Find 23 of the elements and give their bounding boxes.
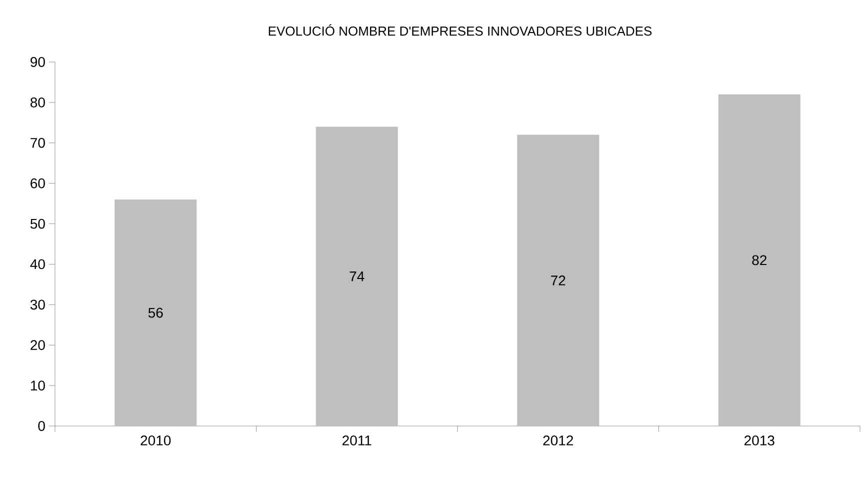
x-tick-label: 2012 — [543, 436, 573, 446]
bar — [114, 200, 197, 426]
data-label: 72 — [551, 276, 566, 286]
y-tick-label: 70 — [30, 138, 45, 148]
y-tick-label: 60 — [30, 178, 45, 188]
x-tick-label: 2013 — [744, 436, 774, 446]
y-tick-label: 10 — [30, 380, 45, 391]
y-tick-label: 0 — [38, 421, 45, 431]
y-tick-label: 80 — [30, 97, 45, 108]
y-tick-label: 30 — [30, 300, 45, 310]
x-tick-label: 2010 — [140, 436, 171, 446]
x-tick-label: 2011 — [342, 436, 372, 446]
data-label: 56 — [148, 308, 163, 318]
y-tick-label: 20 — [30, 340, 45, 350]
y-tick-label: 50 — [30, 218, 45, 229]
bar — [517, 134, 600, 426]
bar — [316, 126, 398, 426]
y-tick-label: 90 — [30, 57, 45, 67]
data-label: 82 — [752, 255, 766, 266]
data-label: 74 — [350, 272, 364, 282]
y-tick-label: 40 — [30, 259, 45, 270]
chart-title: EVOLUCIÓ NOMBRE D'EMPRESES INNOVADORES UBICADES — [268, 24, 652, 36]
bar — [718, 94, 800, 426]
